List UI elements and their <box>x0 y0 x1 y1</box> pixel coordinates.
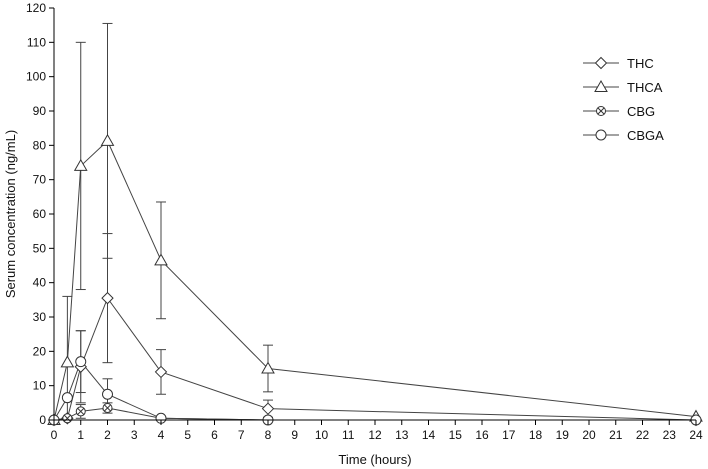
data-point-cbg <box>75 406 86 417</box>
legend-marker-cbga <box>595 129 607 141</box>
y-tick-label: 0 <box>39 413 46 427</box>
legend-label: THCA <box>627 80 663 95</box>
data-point-thca <box>73 158 88 171</box>
y-tick-label: 30 <box>33 310 47 324</box>
data-point-thc <box>101 291 114 305</box>
series-line-thc <box>53 297 697 421</box>
y-tick-label: 120 <box>26 1 46 15</box>
x-axis-title: Time (hours) <box>338 452 411 467</box>
legend-marker-cbg <box>596 106 606 116</box>
data-point-thc <box>261 402 275 415</box>
y-ticks: 0 10 20 30 40 50 60 70 80 90 100 110 120 <box>26 1 54 427</box>
legend: THC THCA CBG CBGA <box>583 56 664 143</box>
legend-label: THC <box>627 56 654 71</box>
y-tick-label: 60 <box>33 207 47 221</box>
series-lines <box>53 140 697 421</box>
x-tick-label: 23 <box>663 428 677 442</box>
data-point-thca <box>261 361 275 374</box>
y-tick-label: 70 <box>33 173 47 187</box>
legend-marker-thca <box>594 79 608 92</box>
legend-marker-thc <box>594 56 608 70</box>
x-tick-label: 16 <box>475 428 489 442</box>
y-tick-label: 40 <box>33 276 47 290</box>
x-tick-label: 8 <box>265 428 272 442</box>
x-tick-label: 6 <box>211 428 218 442</box>
data-point-cbga <box>61 392 73 404</box>
legend-item-cbg: CBG <box>583 104 655 119</box>
x-ticks: 0 1 2 3 4 5 6 7 8 9 10 11 12 13 14 15 16 17 18 19 20 21 22 23 24 <box>51 420 703 442</box>
legend-item-thca: THCA <box>583 79 663 95</box>
legend-label: CBG <box>627 104 655 119</box>
axes <box>53 8 696 421</box>
x-tick-label: 22 <box>636 428 650 442</box>
y-tick-label: 50 <box>33 241 47 255</box>
x-tick-label: 13 <box>395 428 409 442</box>
x-tick-label: 10 <box>315 428 329 442</box>
data-point-cbg <box>62 413 73 424</box>
x-tick-label: 0 <box>51 428 58 442</box>
x-tick-label: 17 <box>502 428 516 442</box>
x-tick-label: 19 <box>556 428 570 442</box>
x-tick-label: 14 <box>422 428 436 442</box>
y-tick-label: 110 <box>27 35 46 49</box>
legend-label: CBGA <box>627 128 664 143</box>
x-tick-label: 20 <box>582 428 596 442</box>
series-markers <box>47 133 703 427</box>
y-tick-label: 80 <box>33 138 47 152</box>
data-point-cbga <box>102 388 113 400</box>
x-tick-label: 18 <box>529 428 543 442</box>
x-tick-label: 12 <box>368 428 382 442</box>
x-tick-label: 11 <box>342 428 355 442</box>
data-point-thca <box>60 355 75 368</box>
y-tick-label: 10 <box>33 379 47 393</box>
data-point-thc <box>154 365 168 379</box>
y-tick-label: 100 <box>26 70 46 84</box>
x-tick-label: 4 <box>158 428 165 442</box>
y-axis-title: Serum concentration (ng/mL) <box>3 130 18 298</box>
x-tick-label: 3 <box>131 428 138 442</box>
data-point-thca <box>100 133 115 146</box>
x-tick-label: 9 <box>291 428 298 442</box>
x-tick-label: 1 <box>77 428 84 442</box>
error-bars <box>62 22 273 421</box>
x-tick-label: 21 <box>609 428 623 442</box>
y-tick-label: 90 <box>33 104 47 118</box>
x-tick-label: 24 <box>689 428 703 442</box>
x-tick-label: 7 <box>238 428 245 442</box>
x-tick-label: 15 <box>449 428 463 442</box>
series-line-thca <box>53 140 697 421</box>
legend-item-cbga: CBGA <box>583 128 664 143</box>
data-point-cbg <box>102 402 113 413</box>
y-tick-label: 20 <box>33 344 47 358</box>
legend-item-thc: THC <box>583 56 654 71</box>
x-tick-label: 2 <box>104 428 111 442</box>
x-tick-label: 5 <box>184 428 191 442</box>
data-point-thca <box>154 253 168 266</box>
data-point-cbga <box>75 356 87 368</box>
